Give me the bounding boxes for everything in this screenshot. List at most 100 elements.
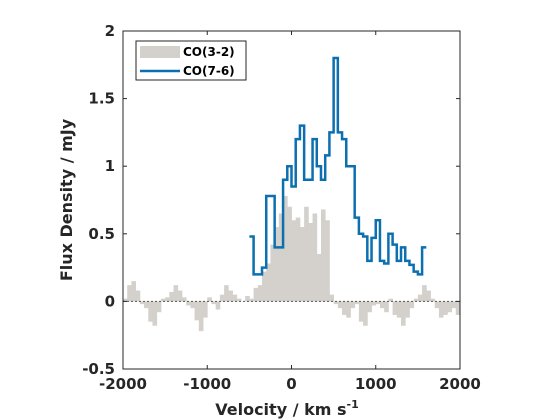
- co32-bar: [426, 290, 431, 302]
- x-tick-label: -1000: [183, 375, 231, 393]
- co32-bar: [417, 294, 423, 302]
- co32-bar: [438, 301, 444, 318]
- co32-bar: [455, 301, 461, 315]
- y-axis-label: Flux Density / mJy: [57, 118, 76, 281]
- co32-bar: [165, 297, 170, 302]
- co32-bar: [211, 301, 217, 305]
- co32-bar: [443, 301, 448, 315]
- co32-bar: [228, 290, 233, 302]
- co32-bar: [287, 206, 292, 302]
- co32-bar: [430, 298, 436, 302]
- co32-bar: [337, 301, 343, 309]
- co32-bar: [181, 297, 187, 302]
- co32-bar: [224, 285, 229, 302]
- co32-bar: [295, 217, 301, 302]
- co32-bar: [144, 301, 149, 309]
- legend-label-co32: CO(3-2): [183, 45, 235, 59]
- co32-bar: [194, 301, 200, 321]
- y-tick-label: 1.5: [88, 90, 115, 108]
- co32-bar: [434, 301, 440, 309]
- co32-bar: [363, 301, 368, 326]
- co32-bar: [316, 254, 322, 302]
- y-tick-label: 0: [105, 292, 115, 310]
- co32-bar: [236, 298, 242, 302]
- co32-bar: [367, 301, 372, 313]
- x-tick-label: 2000: [439, 375, 481, 393]
- co32-bar: [219, 294, 225, 302]
- co32-bar: [148, 301, 153, 322]
- co32-bar: [274, 227, 280, 302]
- co32-bar: [384, 301, 389, 313]
- co32-bar: [198, 301, 204, 332]
- x-tick-label: -2000: [99, 375, 147, 393]
- series-co76-line: [249, 56, 427, 276]
- co32-bar: [308, 222, 313, 302]
- co32-bar: [405, 301, 410, 318]
- co32-bar: [135, 290, 141, 302]
- co32-bar: [186, 301, 191, 306]
- co32-bar: [253, 287, 259, 302]
- co32-bar: [388, 298, 393, 302]
- plot-area: [123, 31, 460, 369]
- co32-bar: [169, 291, 174, 302]
- y-tick-label: 1: [105, 157, 115, 175]
- co32-bar: [139, 301, 145, 305]
- co32-bar: [245, 295, 250, 302]
- co32-bar: [333, 301, 339, 305]
- co32-bar: [312, 213, 318, 302]
- series-layer: [123, 56, 461, 332]
- co32-bar: [156, 301, 162, 313]
- legend: CO(3-2) CO(7-6): [135, 40, 247, 81]
- co32-bar: [291, 220, 297, 302]
- co32-bar: [257, 285, 263, 302]
- x-tick-label: 1000: [355, 375, 397, 393]
- co32-bar: [190, 301, 196, 309]
- co32-bar: [447, 301, 452, 313]
- co32-bar: [278, 213, 284, 302]
- co32-bar: [299, 227, 305, 302]
- co32-bar: [131, 281, 137, 302]
- co32-bar: [152, 301, 158, 326]
- co32-bar: [262, 271, 267, 302]
- co32-bar: [375, 301, 381, 305]
- y-tick-label: -0.5: [82, 360, 115, 378]
- ticks-layer: -2000 -1000 0 1000 2000 -0.5 0 0.5 1 1.5 2: [82, 22, 481, 393]
- co32-bar: [409, 301, 415, 309]
- series-co32: [123, 195, 461, 332]
- y-tick-label: 0.5: [88, 225, 115, 243]
- co32-bar: [396, 301, 402, 318]
- co32-bar: [358, 301, 364, 322]
- co32-bar: [325, 220, 330, 302]
- co32-bar: [173, 285, 179, 302]
- co32-bar: [451, 301, 457, 309]
- legend-label-co76: CO(7-6): [183, 64, 235, 78]
- co32-bar: [329, 294, 335, 302]
- co32-bar: [266, 263, 271, 302]
- legend-swatch-co32: [140, 46, 180, 58]
- co32-bar: [413, 298, 419, 302]
- co32-bar: [342, 301, 347, 315]
- x-axis-label: Velocity / km s-1: [215, 398, 359, 419]
- co32-bar: [379, 301, 385, 309]
- co32-bar: [392, 301, 398, 315]
- co32-bar: [232, 294, 238, 302]
- co32-bar: [127, 285, 132, 302]
- x-tick-label: 0: [286, 375, 296, 393]
- co32-bar: [270, 244, 276, 302]
- co32-bar: [249, 298, 254, 302]
- co32-bar: [207, 297, 212, 302]
- co32-bar: [177, 290, 183, 302]
- co32-bar: [203, 301, 208, 318]
- co32-bar: [422, 285, 427, 302]
- co32-bar: [215, 301, 221, 310]
- co32-bar: [371, 301, 377, 306]
- co32-bar: [350, 301, 356, 309]
- co32-bar: [346, 301, 351, 318]
- co32-bar: [401, 301, 406, 326]
- y-tick-label: 2: [105, 22, 115, 40]
- co32-bar: [320, 209, 326, 302]
- co32-bar: [160, 298, 166, 302]
- co32-bar: [304, 206, 309, 302]
- x-axis-label-superscript: -1: [347, 398, 359, 411]
